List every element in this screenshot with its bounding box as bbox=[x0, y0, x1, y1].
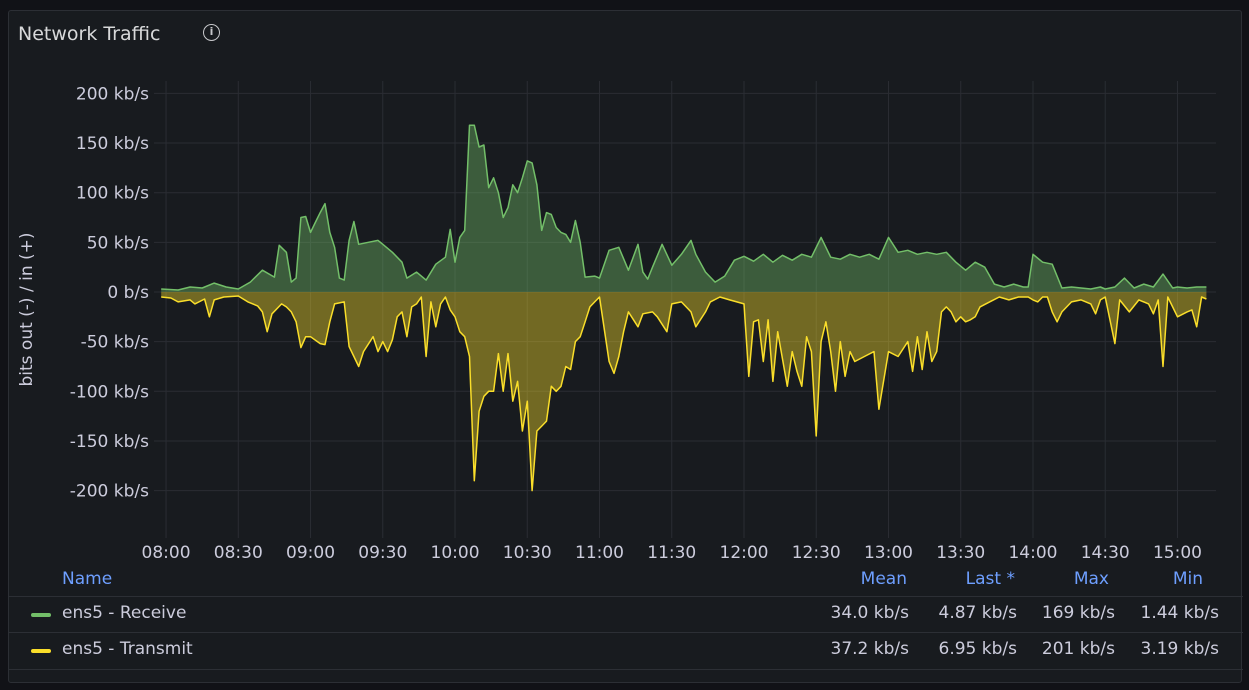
x-tick-label: 09:30 bbox=[358, 543, 407, 563]
y-tick-label: -150 kb/s bbox=[70, 432, 149, 452]
legend-value-min: 1.44 kb/s bbox=[1140, 603, 1219, 623]
y-tick-label: 50 kb/s bbox=[87, 233, 149, 253]
x-tick-label: 12:30 bbox=[792, 543, 841, 563]
x-tick-label: 08:00 bbox=[142, 543, 191, 563]
legend-value-mean: 34.0 kb/s bbox=[830, 603, 909, 623]
legend-row-receive[interactable]: ens5 - Receive 34.0 kb/s 4.87 kb/s 169 k… bbox=[9, 596, 1243, 633]
panel-title[interactable]: Network Traffic bbox=[18, 23, 161, 45]
legend-row-transmit[interactable]: ens5 - Transmit 37.2 kb/s 6.95 kb/s 201 … bbox=[9, 632, 1243, 670]
y-tick-label: 150 kb/s bbox=[76, 134, 149, 154]
series-line-transmit bbox=[161, 295, 1207, 492]
series-area-receive bbox=[161, 125, 1207, 292]
x-tick-label: 15:00 bbox=[1153, 543, 1202, 563]
x-tick-label: 08:30 bbox=[214, 543, 263, 563]
legend-value-last: 6.95 kb/s bbox=[938, 639, 1017, 659]
x-tick-label: 14:30 bbox=[1081, 543, 1130, 563]
y-tick-label: -100 kb/s bbox=[70, 382, 149, 402]
series-area-transmit bbox=[161, 292, 1207, 491]
legend-value-min: 3.19 kb/s bbox=[1140, 639, 1219, 659]
legend-header-max[interactable]: Max bbox=[1073, 569, 1109, 589]
y-tick-label: 0 b/s bbox=[107, 283, 149, 303]
timeseries-chart[interactable]: 200 kb/s 150 kb/s 100 kb/s 50 kb/s 0 b/s -50 … bbox=[9, 11, 1243, 571]
y-tick-label: 100 kb/s bbox=[76, 184, 149, 204]
x-tick-label: 12:00 bbox=[720, 543, 769, 563]
x-tick-label: 09:00 bbox=[286, 543, 335, 563]
legend-value-max: 169 kb/s bbox=[1041, 603, 1115, 623]
y-tick-label: -50 kb/s bbox=[81, 333, 150, 353]
legend-header-min[interactable]: Min bbox=[1172, 569, 1203, 589]
x-tick-label: 13:30 bbox=[936, 543, 985, 563]
y-tick-label: 200 kb/s bbox=[76, 84, 149, 104]
legend-header-last[interactable]: Last * bbox=[965, 569, 1015, 589]
legend-swatch-transmit bbox=[31, 649, 51, 653]
x-tick-label: 10:00 bbox=[431, 543, 480, 563]
info-circle-icon[interactable]: i bbox=[203, 24, 220, 41]
legend-value-max: 201 kb/s bbox=[1041, 639, 1115, 659]
legend-header-mean[interactable]: Mean bbox=[860, 569, 907, 589]
legend-series-name[interactable]: ens5 - Receive bbox=[62, 603, 187, 623]
legend-value-last: 4.87 kb/s bbox=[938, 603, 1017, 623]
x-tick-label: 13:00 bbox=[864, 543, 913, 563]
legend-value-mean: 37.2 kb/s bbox=[830, 639, 909, 659]
series-line-receive bbox=[161, 124, 1207, 291]
legend-swatch-receive bbox=[31, 613, 51, 617]
y-axis-label: bits out (-) / in (+) bbox=[17, 232, 37, 386]
network-traffic-panel: Network Traffic i 200 kb/s 150 kb/s 100 kb… bbox=[8, 10, 1243, 683]
legend-series-name[interactable]: ens5 - Transmit bbox=[62, 639, 193, 659]
x-tick-label: 11:30 bbox=[647, 543, 696, 563]
legend-header-name[interactable]: Name bbox=[62, 569, 113, 589]
y-tick-label: -200 kb/s bbox=[70, 482, 149, 502]
x-tick-label: 10:30 bbox=[503, 543, 552, 563]
x-tick-label: 14:00 bbox=[1008, 543, 1057, 563]
x-tick-label: 11:00 bbox=[575, 543, 624, 563]
